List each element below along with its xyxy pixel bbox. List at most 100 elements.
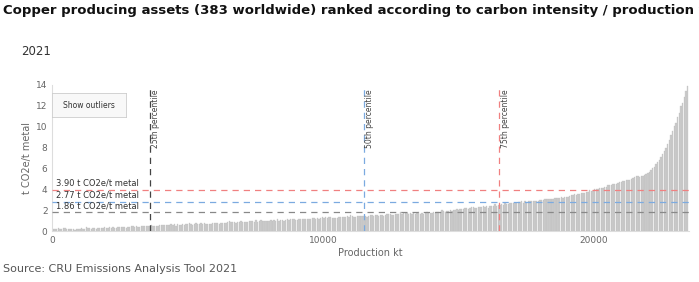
Bar <box>526 202 527 231</box>
Bar <box>81 228 82 231</box>
Bar <box>371 215 373 231</box>
Bar <box>627 180 628 231</box>
Bar <box>110 228 112 231</box>
Bar <box>260 220 261 231</box>
Bar <box>99 228 101 231</box>
Bar <box>96 228 97 231</box>
Bar <box>685 91 686 231</box>
Bar <box>423 214 424 231</box>
Bar <box>353 217 354 231</box>
Bar <box>243 222 245 231</box>
Bar <box>134 227 136 231</box>
Bar <box>333 218 335 231</box>
Bar <box>464 208 466 231</box>
Bar <box>152 226 154 231</box>
Bar <box>670 135 672 231</box>
Bar <box>612 184 614 231</box>
Bar <box>236 223 237 231</box>
Bar <box>203 223 205 231</box>
Bar <box>645 174 647 231</box>
Bar <box>249 221 250 231</box>
Bar <box>73 228 74 231</box>
Bar <box>569 196 570 231</box>
Bar <box>74 230 75 231</box>
Bar <box>614 184 615 231</box>
Bar <box>669 140 670 231</box>
Bar <box>154 226 155 231</box>
Bar <box>418 212 419 231</box>
Bar <box>366 217 368 231</box>
Bar <box>605 187 607 231</box>
Bar <box>180 225 182 231</box>
Bar <box>672 131 673 231</box>
Bar <box>630 179 632 231</box>
Bar <box>197 224 199 231</box>
Bar <box>167 226 168 231</box>
Bar <box>318 219 319 231</box>
Bar <box>94 228 96 231</box>
Bar <box>559 198 561 231</box>
Bar <box>565 197 567 231</box>
Bar <box>380 215 381 231</box>
Bar <box>664 151 665 231</box>
Bar <box>476 208 477 231</box>
Bar <box>584 193 585 231</box>
Bar <box>506 204 507 231</box>
Bar <box>242 222 243 231</box>
Bar <box>272 221 273 231</box>
Bar <box>574 194 575 231</box>
Bar <box>298 219 300 231</box>
Bar <box>71 229 72 231</box>
Bar <box>62 228 64 231</box>
Bar <box>626 180 627 231</box>
Bar <box>619 182 620 231</box>
Bar <box>365 216 366 231</box>
Bar <box>310 219 311 231</box>
Bar <box>607 185 609 231</box>
Bar <box>542 200 544 231</box>
Bar <box>561 197 562 231</box>
Bar <box>461 209 463 231</box>
Bar <box>161 225 162 231</box>
Bar <box>456 209 458 231</box>
Bar <box>563 198 564 231</box>
Bar <box>337 218 338 231</box>
Bar <box>466 208 468 231</box>
Bar <box>599 188 600 231</box>
Bar <box>219 224 220 231</box>
Bar <box>395 214 396 231</box>
Bar <box>401 214 403 231</box>
Bar <box>481 206 482 231</box>
Bar <box>675 123 677 231</box>
Bar <box>549 199 551 231</box>
Bar <box>441 210 442 231</box>
Bar <box>507 204 509 231</box>
Bar <box>529 201 531 231</box>
Bar <box>87 228 89 231</box>
Bar <box>207 224 208 231</box>
Bar <box>157 226 159 231</box>
Bar <box>410 213 411 231</box>
Bar <box>127 227 129 231</box>
Bar <box>417 213 418 231</box>
Bar <box>378 216 380 231</box>
Bar <box>166 225 167 231</box>
Bar <box>145 226 147 231</box>
Bar <box>121 227 122 231</box>
Bar <box>136 226 137 231</box>
Bar <box>388 214 389 231</box>
Bar <box>657 162 658 231</box>
Bar <box>150 225 152 231</box>
Bar <box>498 205 499 231</box>
Bar <box>117 227 119 231</box>
Bar <box>345 217 346 231</box>
Bar <box>287 219 288 231</box>
Bar <box>424 213 426 231</box>
Bar <box>86 228 87 231</box>
Bar <box>603 188 604 231</box>
Bar <box>375 215 376 231</box>
X-axis label: Production kt: Production kt <box>338 248 403 258</box>
Bar <box>330 217 331 231</box>
Bar <box>684 97 685 231</box>
Bar <box>433 212 434 231</box>
